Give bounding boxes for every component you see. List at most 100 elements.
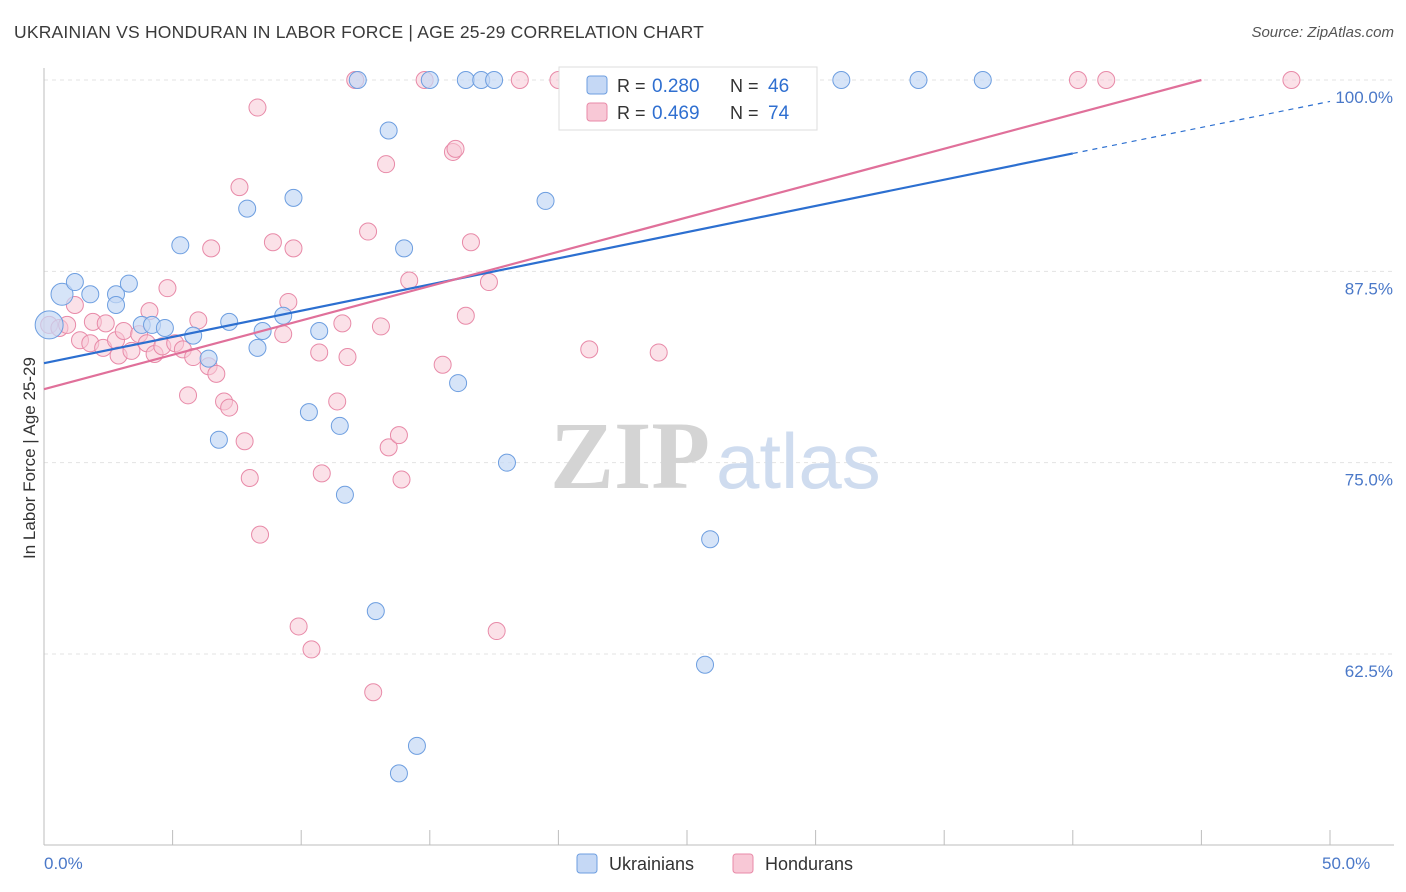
honduran-point xyxy=(580,340,599,359)
legend-swatch-hondurans xyxy=(586,102,608,122)
ukrainian-point xyxy=(220,312,239,331)
honduran-point xyxy=(202,239,221,258)
y-tick-label: 87.5% xyxy=(1345,279,1393,298)
ukrainian-point xyxy=(81,285,100,304)
honduran-point xyxy=(389,426,408,445)
honduran-point xyxy=(240,468,259,487)
ukrainian-point xyxy=(449,374,468,393)
honduran-point xyxy=(251,525,270,544)
ukrainians-trend-extension xyxy=(1072,100,1331,155)
ukrainian-point xyxy=(248,338,267,357)
honduran-point xyxy=(289,617,308,636)
ukrainian-point xyxy=(184,326,203,345)
legend-n-label-2: N = xyxy=(730,103,759,123)
honduran-point xyxy=(230,178,249,197)
ukrainian-point xyxy=(536,191,555,210)
honduran-point xyxy=(364,683,383,702)
honduran-point xyxy=(479,273,498,292)
x-axis-ticks xyxy=(172,830,1331,845)
legend-box: R = 0.280 N = 46 R = 0.469 N = 74 xyxy=(558,66,818,131)
legend-n-label-1: N = xyxy=(730,76,759,96)
honduran-point xyxy=(1097,71,1116,89)
x-tick-label-max: 50.0% xyxy=(1322,854,1370,873)
bottom-legend-ukrainians: Ukrainians xyxy=(609,854,694,874)
legend-n-value-2: 74 xyxy=(768,103,790,124)
chart-title: UKRAINIAN VS HONDURAN IN LABOR FORCE | A… xyxy=(14,22,705,42)
watermark-atlas: atlas xyxy=(716,417,881,505)
ukrainian-point xyxy=(119,274,138,293)
ukrainian-point xyxy=(199,349,218,368)
honduran-point xyxy=(338,348,357,367)
honduran-point xyxy=(284,239,303,258)
ukrainian-point xyxy=(330,416,349,435)
honduran-point xyxy=(371,317,390,336)
honduran-point xyxy=(377,155,396,174)
ukrainian-point xyxy=(34,310,64,340)
legend-r-label-2: R = xyxy=(617,103,646,123)
trend-lines xyxy=(43,78,1331,391)
ukrainian-point xyxy=(171,236,190,255)
ukrainian-point xyxy=(696,655,715,674)
honduran-point xyxy=(487,622,506,641)
honduran-point xyxy=(114,322,133,341)
hondurans-trend-line xyxy=(43,78,1202,391)
honduran-point xyxy=(158,279,177,298)
ukrainian-point xyxy=(209,430,228,449)
honduran-point xyxy=(263,233,282,252)
ukrainian-point xyxy=(310,322,329,341)
honduran-point xyxy=(310,343,329,362)
ukrainian-point xyxy=(299,403,318,422)
ukrainian-point xyxy=(238,199,257,218)
ukrainian-point xyxy=(497,453,516,472)
x-tick-label-min: 0.0% xyxy=(44,854,83,873)
ukrainian-point xyxy=(50,282,74,306)
honduran-point xyxy=(510,71,529,89)
y-tick-labels: 62.5% 75.0% 87.5% 100.0% xyxy=(1335,88,1393,681)
bottom-legend-hondurans: Hondurans xyxy=(765,854,853,874)
legend-swatch-ukrainians xyxy=(586,75,608,95)
honduran-point xyxy=(333,314,352,333)
grid-lines xyxy=(44,79,1394,655)
honduran-point xyxy=(220,398,239,417)
honduran-point xyxy=(302,640,321,659)
y-tick-label: 100.0% xyxy=(1335,88,1393,107)
watermark-zip: ZIP xyxy=(550,402,710,509)
ukrainian-point xyxy=(155,318,174,337)
honduran-point xyxy=(456,306,475,325)
ukrainian-point xyxy=(107,296,126,315)
ukrainians-trend-line xyxy=(43,152,1074,365)
legend-r-value-2: 0.469 xyxy=(652,103,700,124)
legend-r-label-1: R = xyxy=(617,76,646,96)
honduran-point xyxy=(248,98,267,117)
honduran-point xyxy=(446,139,465,158)
ukrainian-point xyxy=(284,188,303,207)
honduran-point xyxy=(179,386,198,405)
bottom-legend-swatch-ukrainians xyxy=(576,853,598,874)
legend-r-value-1: 0.280 xyxy=(652,76,700,97)
y-axis-title: In Labor Force | Age 25-29 xyxy=(20,357,39,559)
ukrainian-point xyxy=(366,602,385,621)
honduran-point xyxy=(312,464,331,483)
honduran-point xyxy=(207,364,226,383)
legend-n-value-1: 46 xyxy=(768,76,789,97)
ukrainian-point xyxy=(973,71,992,89)
honduran-point xyxy=(359,222,378,241)
honduran-point xyxy=(461,233,480,252)
ukrainian-point xyxy=(701,530,720,549)
honduran-point xyxy=(189,311,208,330)
honduran-point xyxy=(1068,71,1087,89)
ukrainian-point xyxy=(832,71,851,89)
ukrainian-point xyxy=(379,121,398,140)
ukrainian-point xyxy=(456,71,475,89)
ukrainian-point xyxy=(389,764,408,783)
ukrainian-point xyxy=(909,71,928,89)
ukrainian-point xyxy=(335,485,354,504)
honduran-point xyxy=(649,343,668,362)
ukrainian-point xyxy=(485,71,504,89)
ukrainian-point xyxy=(395,239,414,258)
honduran-point xyxy=(96,314,115,333)
series-hondurans xyxy=(40,71,1301,702)
honduran-point xyxy=(433,355,452,374)
source-label: Source: ZipAtlas.com xyxy=(1251,24,1394,41)
